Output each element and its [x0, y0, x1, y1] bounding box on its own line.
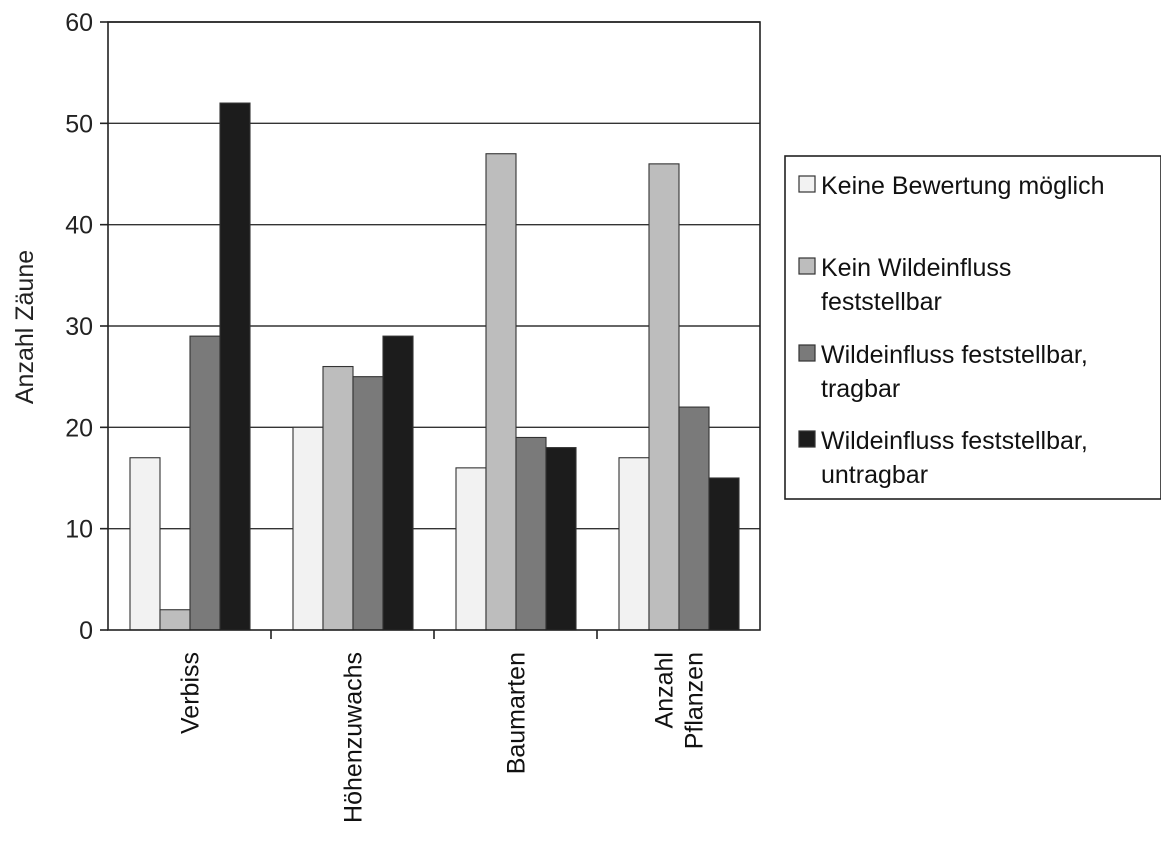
y-axis-label: Anzahl Zäune — [11, 250, 39, 404]
y-tick-labels: 0 10 20 30 40 50 60 — [65, 9, 93, 645]
legend: Keine Bewertung möglich Kein Wildeinfluss… — [784, 155, 1161, 500]
legend-swatch — [798, 175, 816, 193]
y-tick-label: 40 — [65, 212, 93, 240]
legend-label: Wildeinfluss feststellbar, — [821, 427, 1088, 455]
bar — [618, 457, 650, 631]
bar — [159, 609, 191, 631]
legend-label: untragbar — [821, 461, 928, 489]
bar — [515, 436, 547, 631]
bar — [678, 406, 710, 631]
legend-label: Keine Bewertung möglich — [821, 172, 1105, 200]
x-category-labels: Verbiss Höhenzuwachs Baumarten Anzahl Pflanz… — [177, 652, 709, 823]
bar — [485, 153, 517, 631]
bar — [292, 426, 324, 631]
bar — [322, 365, 354, 631]
bar — [129, 457, 161, 631]
y-tick-label: 30 — [65, 313, 93, 341]
y-tick-label: 50 — [65, 110, 93, 138]
x-category-label: Pflanzen — [681, 652, 709, 749]
bar — [352, 376, 384, 631]
legend-label: tragbar — [821, 375, 900, 403]
bar — [189, 335, 221, 631]
x-category-label: Verbiss — [177, 652, 205, 734]
bar — [545, 447, 577, 631]
legend-swatch — [798, 430, 816, 448]
bars — [129, 102, 740, 631]
legend-label: Wildeinfluss feststellbar, — [821, 341, 1088, 369]
x-category-label: Baumarten — [503, 652, 531, 774]
bar — [382, 335, 414, 631]
x-category-label: Anzahl — [651, 652, 679, 728]
bar — [455, 467, 487, 631]
legend-label: feststellbar — [821, 288, 942, 316]
legend-box — [784, 155, 1161, 500]
legend-swatch — [798, 257, 816, 275]
y-tick-label: 60 — [65, 9, 93, 37]
legend-label: Kein Wildeinfluss — [821, 254, 1011, 282]
axes — [100, 21, 761, 639]
y-tick-label: 10 — [65, 516, 93, 544]
legend-swatch — [798, 344, 816, 362]
bar — [648, 163, 680, 631]
y-tick-label: 0 — [79, 617, 93, 645]
bar — [708, 477, 740, 631]
x-category-label: Höhenzuwachs — [340, 652, 368, 823]
y-tick-label: 20 — [65, 414, 93, 442]
bar — [219, 102, 251, 631]
